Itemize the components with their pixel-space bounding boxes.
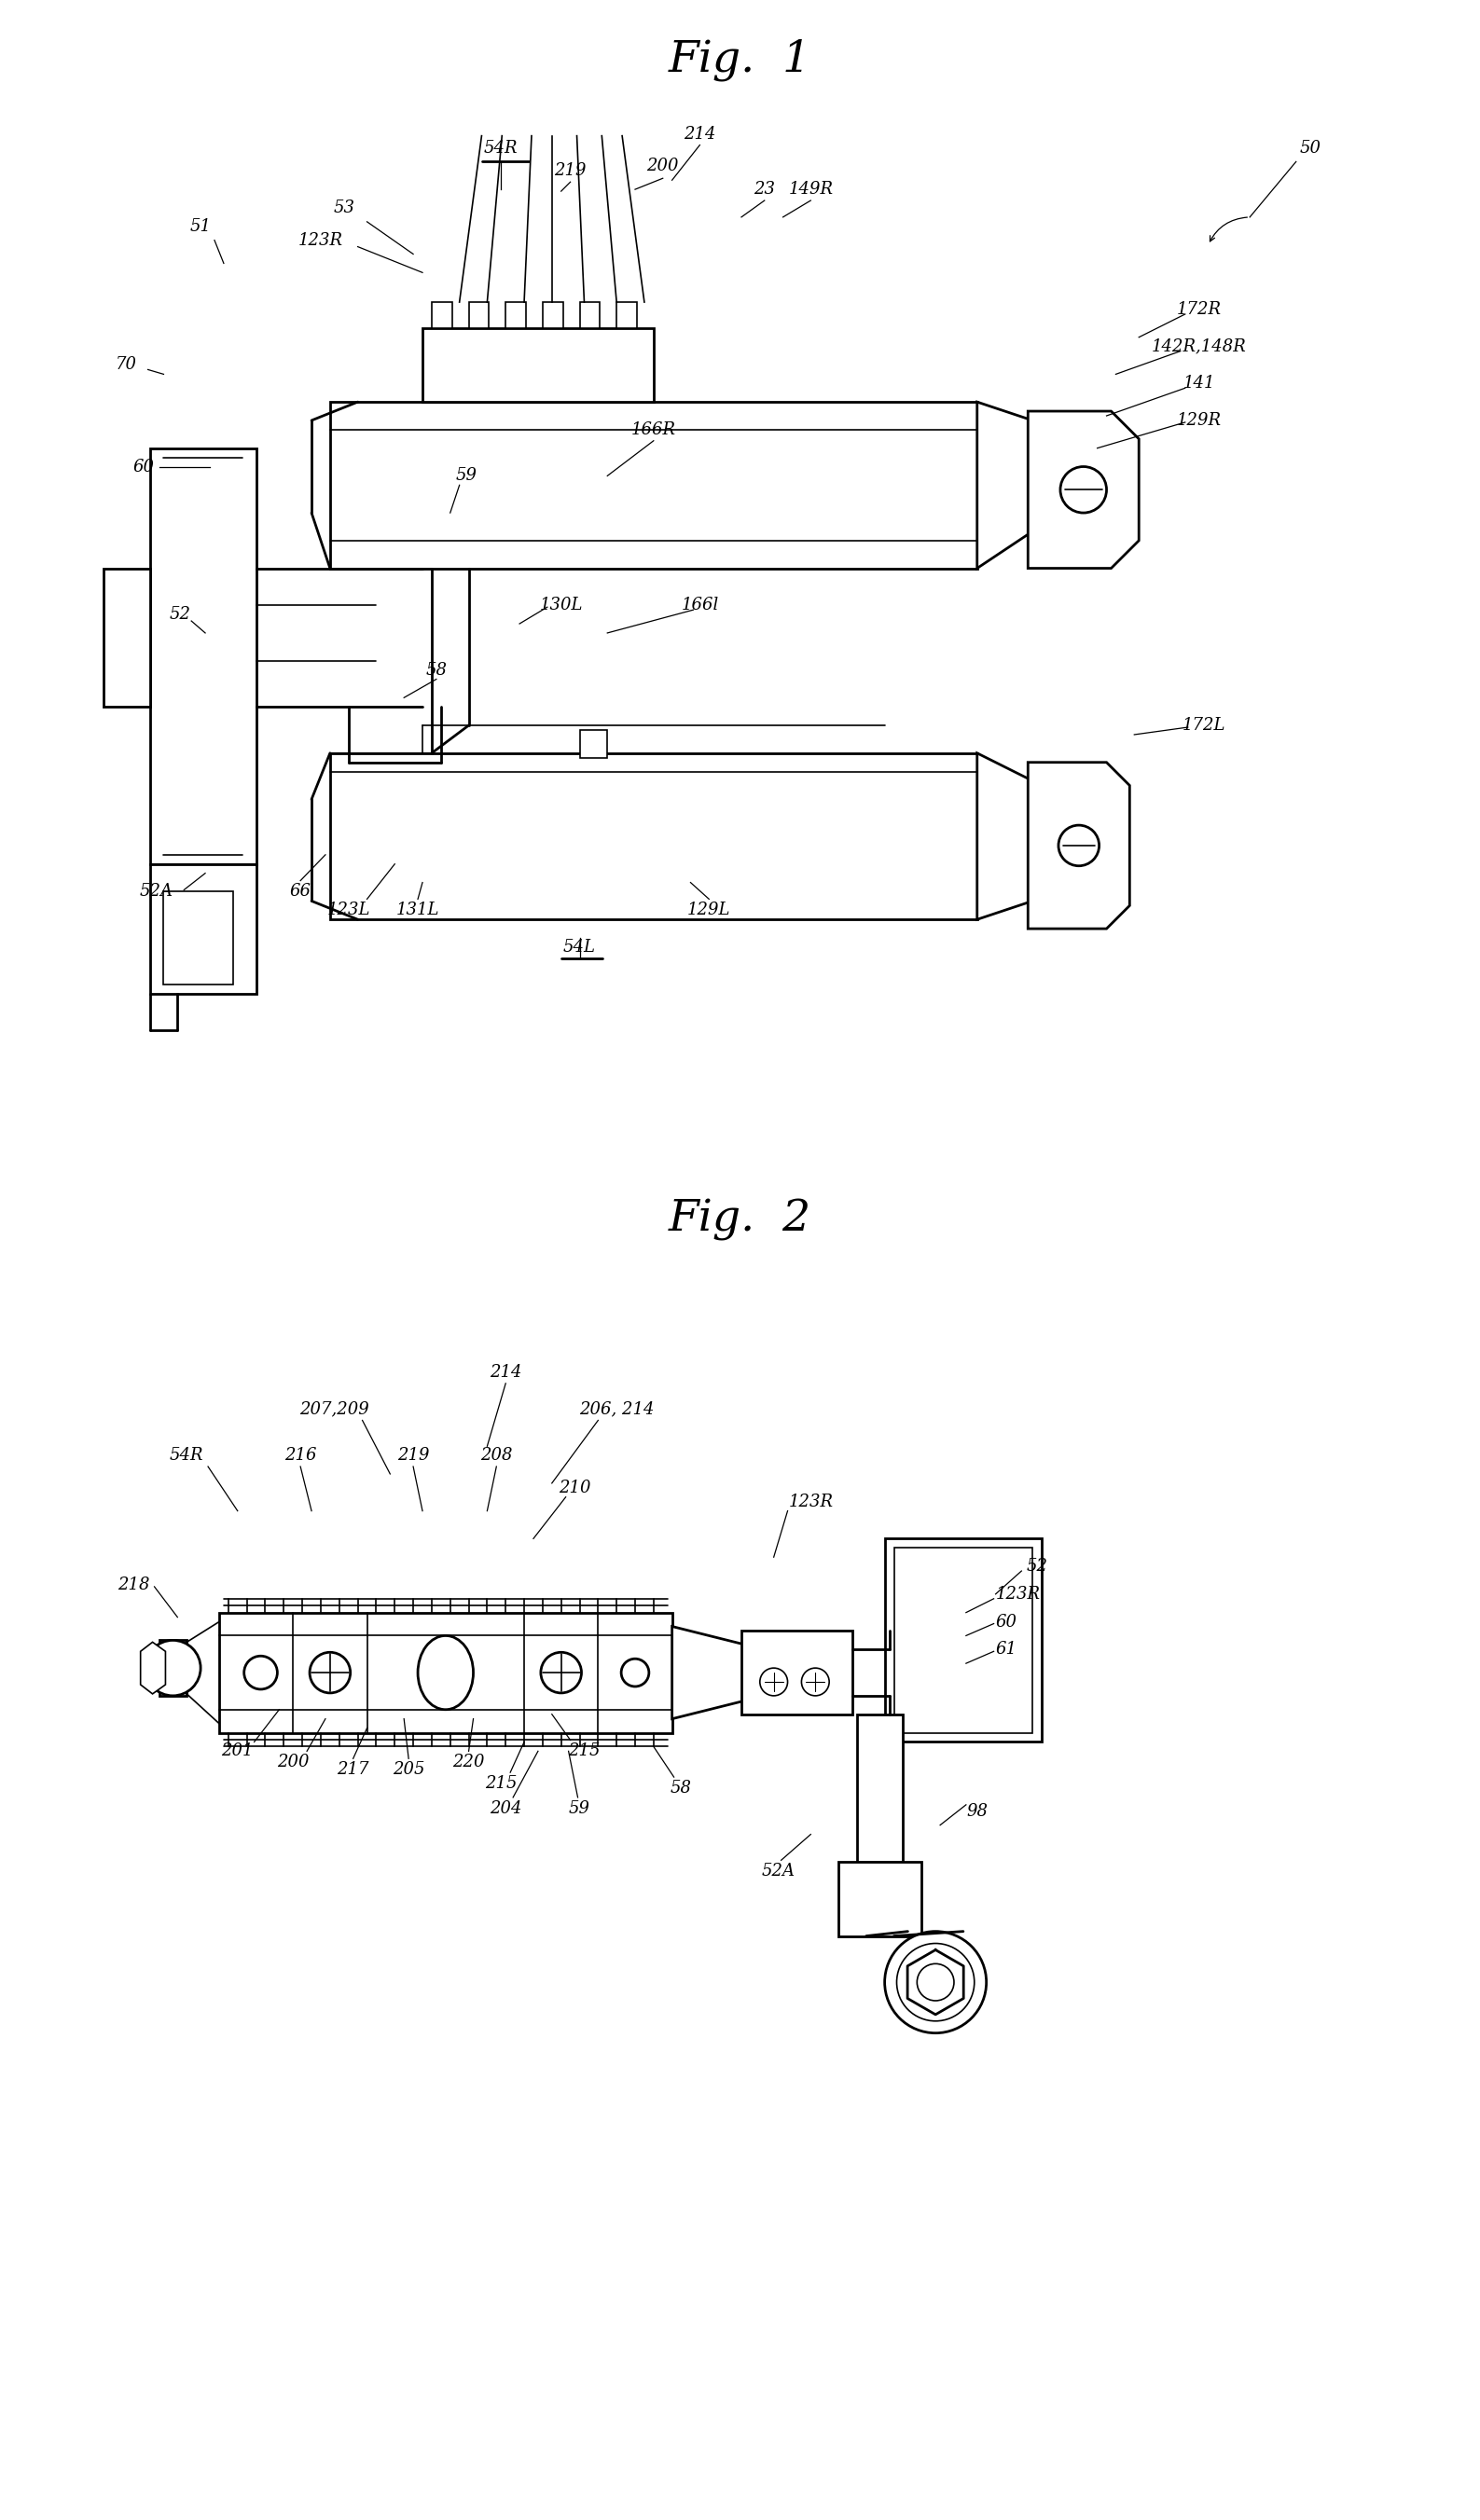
Text: 58: 58 xyxy=(670,1779,693,1797)
Text: 53: 53 xyxy=(333,199,355,217)
Text: 205: 205 xyxy=(392,1761,425,1779)
Text: 166l: 166l xyxy=(681,597,719,615)
Text: 220: 220 xyxy=(453,1754,485,1772)
Circle shape xyxy=(897,1943,974,2021)
Text: 216: 216 xyxy=(284,1446,317,1464)
Text: Fig.  2: Fig. 2 xyxy=(667,1200,811,1240)
Text: 54R: 54R xyxy=(170,1446,204,1464)
Text: 54R: 54R xyxy=(484,139,518,156)
Text: 98: 98 xyxy=(966,1802,987,1819)
Text: 210: 210 xyxy=(559,1479,591,1497)
Text: 52: 52 xyxy=(1027,1557,1048,1575)
Text: 50: 50 xyxy=(1299,139,1320,156)
Text: 215: 215 xyxy=(568,1744,601,1759)
Bar xyxy=(432,302,451,328)
Bar xyxy=(149,449,256,864)
Text: 61: 61 xyxy=(996,1641,1017,1658)
Bar xyxy=(885,1540,1042,1741)
Text: 52A: 52A xyxy=(139,885,173,900)
Text: 129R: 129R xyxy=(1177,413,1221,428)
Text: 70: 70 xyxy=(115,358,138,373)
Bar xyxy=(857,1714,903,1862)
Text: 217: 217 xyxy=(337,1761,369,1779)
Text: 130L: 130L xyxy=(539,597,583,615)
Text: 141: 141 xyxy=(1183,375,1215,391)
Text: 214: 214 xyxy=(684,126,716,141)
Text: 123R: 123R xyxy=(299,232,343,249)
Bar xyxy=(104,570,149,708)
Bar xyxy=(330,753,977,920)
Polygon shape xyxy=(672,1625,746,1719)
Text: 204: 204 xyxy=(490,1799,522,1817)
Text: 219: 219 xyxy=(555,161,586,179)
Text: 60: 60 xyxy=(996,1613,1017,1630)
Polygon shape xyxy=(977,401,1033,570)
Bar xyxy=(164,892,232,985)
Text: 214: 214 xyxy=(490,1363,522,1381)
Text: 142R,148R: 142R,148R xyxy=(1151,338,1246,355)
Text: 200: 200 xyxy=(647,159,679,174)
Text: 58: 58 xyxy=(426,663,447,678)
Text: 172R: 172R xyxy=(1177,300,1221,318)
Polygon shape xyxy=(977,753,1033,920)
Text: 219: 219 xyxy=(397,1446,429,1464)
Bar xyxy=(741,1630,852,1714)
Text: 123R: 123R xyxy=(789,1494,833,1509)
Text: Fig.  1: Fig. 1 xyxy=(667,38,811,81)
Text: 123R: 123R xyxy=(996,1585,1040,1603)
Text: 66: 66 xyxy=(290,885,311,900)
Text: 123L: 123L xyxy=(327,902,370,920)
Bar xyxy=(469,302,488,328)
Text: 51: 51 xyxy=(189,217,212,234)
Text: 59: 59 xyxy=(568,1799,591,1817)
Bar xyxy=(149,864,256,993)
Bar xyxy=(839,1862,922,1935)
Polygon shape xyxy=(141,1643,166,1693)
Text: 218: 218 xyxy=(118,1578,149,1593)
Text: 207,209: 207,209 xyxy=(300,1401,370,1419)
Bar xyxy=(219,1613,672,1734)
Text: 52A: 52A xyxy=(762,1862,795,1880)
Bar xyxy=(580,731,607,759)
Bar xyxy=(543,302,562,328)
Circle shape xyxy=(145,1641,201,1696)
Text: 208: 208 xyxy=(481,1446,512,1464)
Text: 201: 201 xyxy=(222,1744,253,1759)
Polygon shape xyxy=(1029,764,1129,930)
Text: 166R: 166R xyxy=(630,421,676,438)
Bar xyxy=(580,302,599,328)
Text: 23: 23 xyxy=(753,181,776,197)
Text: 149R: 149R xyxy=(789,181,833,197)
Bar xyxy=(894,1547,1033,1734)
Polygon shape xyxy=(1029,411,1140,570)
Ellipse shape xyxy=(417,1635,474,1709)
Text: 59: 59 xyxy=(456,469,478,484)
Text: 129L: 129L xyxy=(687,902,731,920)
Text: 172L: 172L xyxy=(1183,718,1225,733)
Bar xyxy=(422,328,654,401)
Bar xyxy=(330,401,977,570)
Text: 206, 214: 206, 214 xyxy=(579,1401,654,1419)
Text: 52: 52 xyxy=(170,607,191,622)
Text: 215: 215 xyxy=(485,1774,517,1792)
Text: 131L: 131L xyxy=(397,902,440,920)
Circle shape xyxy=(885,1930,986,2034)
Text: 200: 200 xyxy=(277,1754,309,1772)
Bar xyxy=(158,1641,186,1696)
Bar xyxy=(617,302,636,328)
Text: 60: 60 xyxy=(133,459,154,474)
Text: 54L: 54L xyxy=(564,940,596,955)
Bar xyxy=(506,302,525,328)
